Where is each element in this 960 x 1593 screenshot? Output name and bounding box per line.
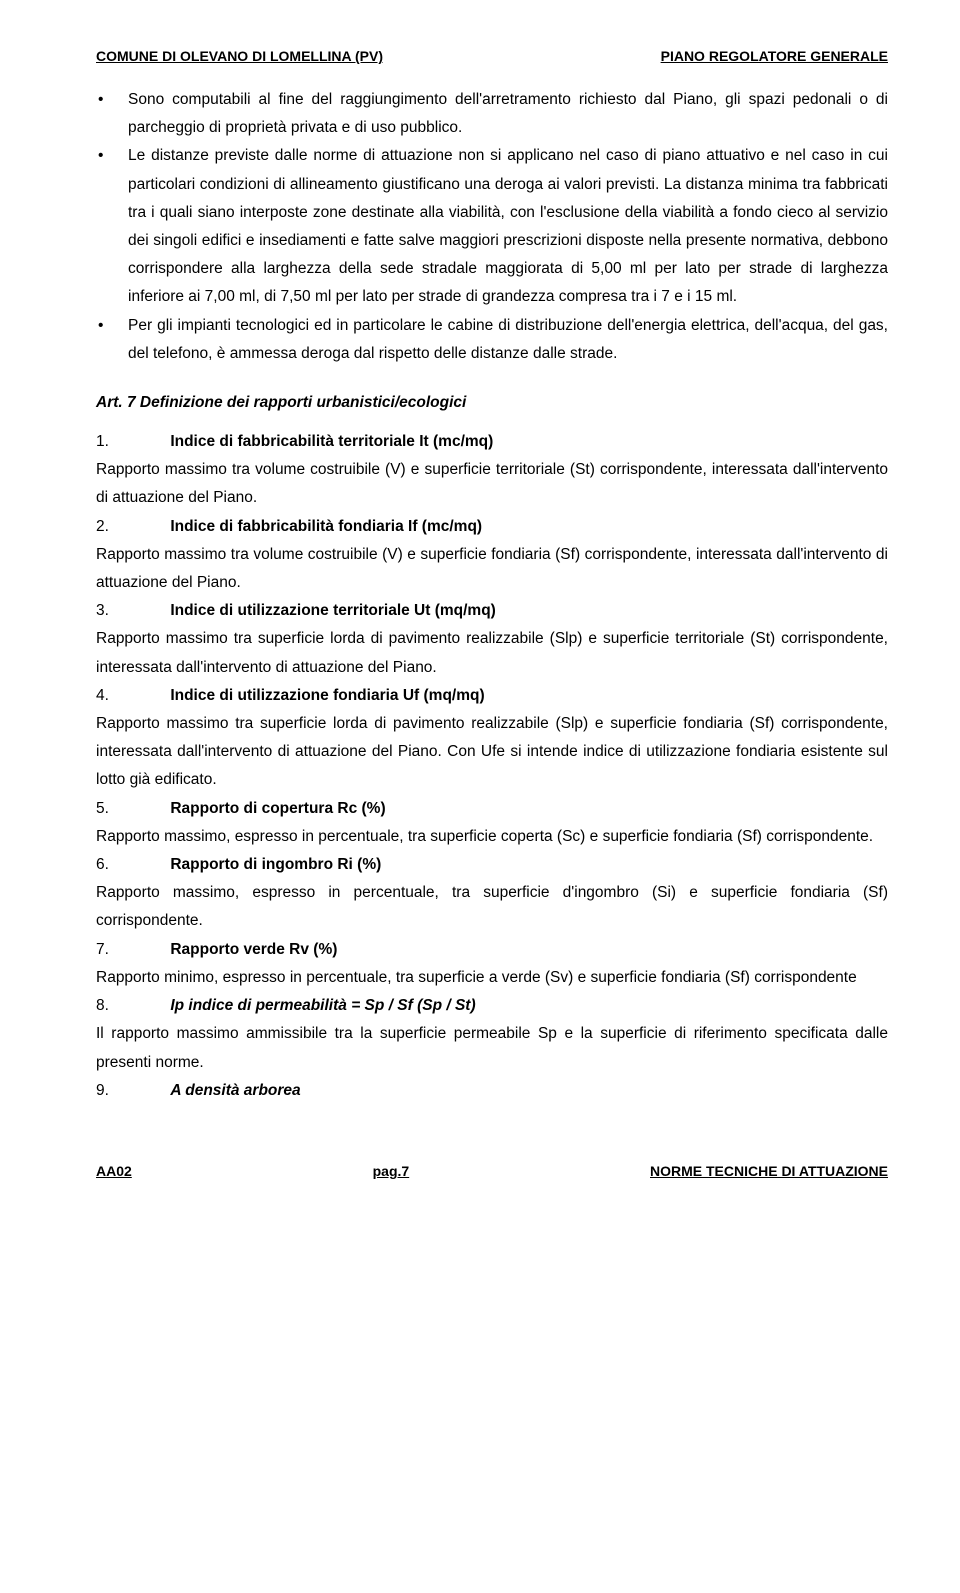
def-label: Indice di utilizzazione territoriale Ut …: [170, 602, 496, 619]
def-body: Rapporto massimo, espresso in percentual…: [96, 823, 888, 851]
def-body: Rapporto massimo, espresso in percentual…: [96, 879, 888, 935]
bullet-text: Sono computabili al fine del raggiungime…: [128, 86, 888, 142]
def-heading: 5. Rapporto di copertura Rc (%): [96, 795, 888, 823]
def-num: 5.: [96, 795, 166, 823]
footer-right: NORME TECNICHE DI ATTUAZIONE: [650, 1163, 888, 1179]
def-label: Rapporto verde Rv (%): [170, 941, 337, 958]
def-body: Rapporto massimo tra volume costruibile …: [96, 456, 888, 512]
def-label: A densità arborea: [170, 1082, 300, 1099]
def-label: Indice di fabbricabilità territoriale It…: [170, 433, 493, 450]
def-heading: 2. Indice di fabbricabilità fondiaria If…: [96, 513, 888, 541]
article-title: Art. 7 Definizione dei rapporti urbanist…: [96, 394, 888, 412]
bullet-item: • Sono computabili al fine del raggiungi…: [96, 86, 888, 142]
def-label: Indice di fabbricabilità fondiaria If (m…: [170, 518, 482, 535]
bullet-list: • Sono computabili al fine del raggiungi…: [96, 86, 888, 368]
header-right: PIANO REGOLATORE GENERALE: [661, 48, 888, 64]
def-num: 9.: [96, 1077, 166, 1105]
bullet-icon: •: [96, 86, 128, 142]
def-num: 1.: [96, 428, 166, 456]
def-heading: 4. Indice di utilizzazione fondiaria Uf …: [96, 682, 888, 710]
page-container: COMUNE DI OLEVANO DI LOMELLINA (PV) PIAN…: [0, 0, 960, 1219]
bullet-icon: •: [96, 312, 128, 368]
def-body: Rapporto massimo tra volume costruibile …: [96, 541, 888, 597]
bullet-icon: •: [96, 142, 128, 311]
def-body: Il rapporto massimo ammissibile tra la s…: [96, 1020, 888, 1076]
bullet-item: • Le distanze previste dalle norme di at…: [96, 142, 888, 311]
header-left: COMUNE DI OLEVANO DI LOMELLINA (PV): [96, 48, 383, 64]
def-num: 4.: [96, 682, 166, 710]
def-label: Rapporto di copertura Rc (%): [170, 800, 385, 817]
def-body: Rapporto massimo tra superficie lorda di…: [96, 710, 888, 795]
def-num: 2.: [96, 513, 166, 541]
def-heading: 9. A densità arborea: [96, 1077, 888, 1105]
def-body: Rapporto minimo, espresso in percentuale…: [96, 964, 888, 992]
footer-center: pag.7: [373, 1163, 410, 1179]
definitions-block: 1. Indice di fabbricabilità territoriale…: [96, 428, 888, 1105]
def-heading: 6. Rapporto di ingombro Ri (%): [96, 851, 888, 879]
page-header: COMUNE DI OLEVANO DI LOMELLINA (PV) PIAN…: [96, 48, 888, 64]
def-num: 7.: [96, 936, 166, 964]
bullet-text: Le distanze previste dalle norme di attu…: [128, 142, 888, 311]
bullet-item: • Per gli impianti tecnologici ed in par…: [96, 312, 888, 368]
def-heading: 1. Indice di fabbricabilità territoriale…: [96, 428, 888, 456]
def-num: 6.: [96, 851, 166, 879]
def-label: Rapporto di ingombro Ri (%): [170, 856, 381, 873]
def-num: 8.: [96, 992, 166, 1020]
def-body: Rapporto massimo tra superficie lorda di…: [96, 625, 888, 681]
footer-left: AA02: [96, 1163, 132, 1179]
def-heading: 8. Ip indice di permeabilità = Sp / Sf (…: [96, 992, 888, 1020]
bullet-text: Per gli impianti tecnologici ed in parti…: [128, 312, 888, 368]
page-footer: AA02 pag.7 NORME TECNICHE DI ATTUAZIONE: [96, 1163, 888, 1179]
def-heading: 7. Rapporto verde Rv (%): [96, 936, 888, 964]
def-label: Ip indice di permeabilità = Sp / Sf (Sp …: [170, 997, 475, 1014]
def-label: Indice di utilizzazione fondiaria Uf (mq…: [170, 687, 484, 704]
def-num: 3.: [96, 597, 166, 625]
def-heading: 3. Indice di utilizzazione territoriale …: [96, 597, 888, 625]
